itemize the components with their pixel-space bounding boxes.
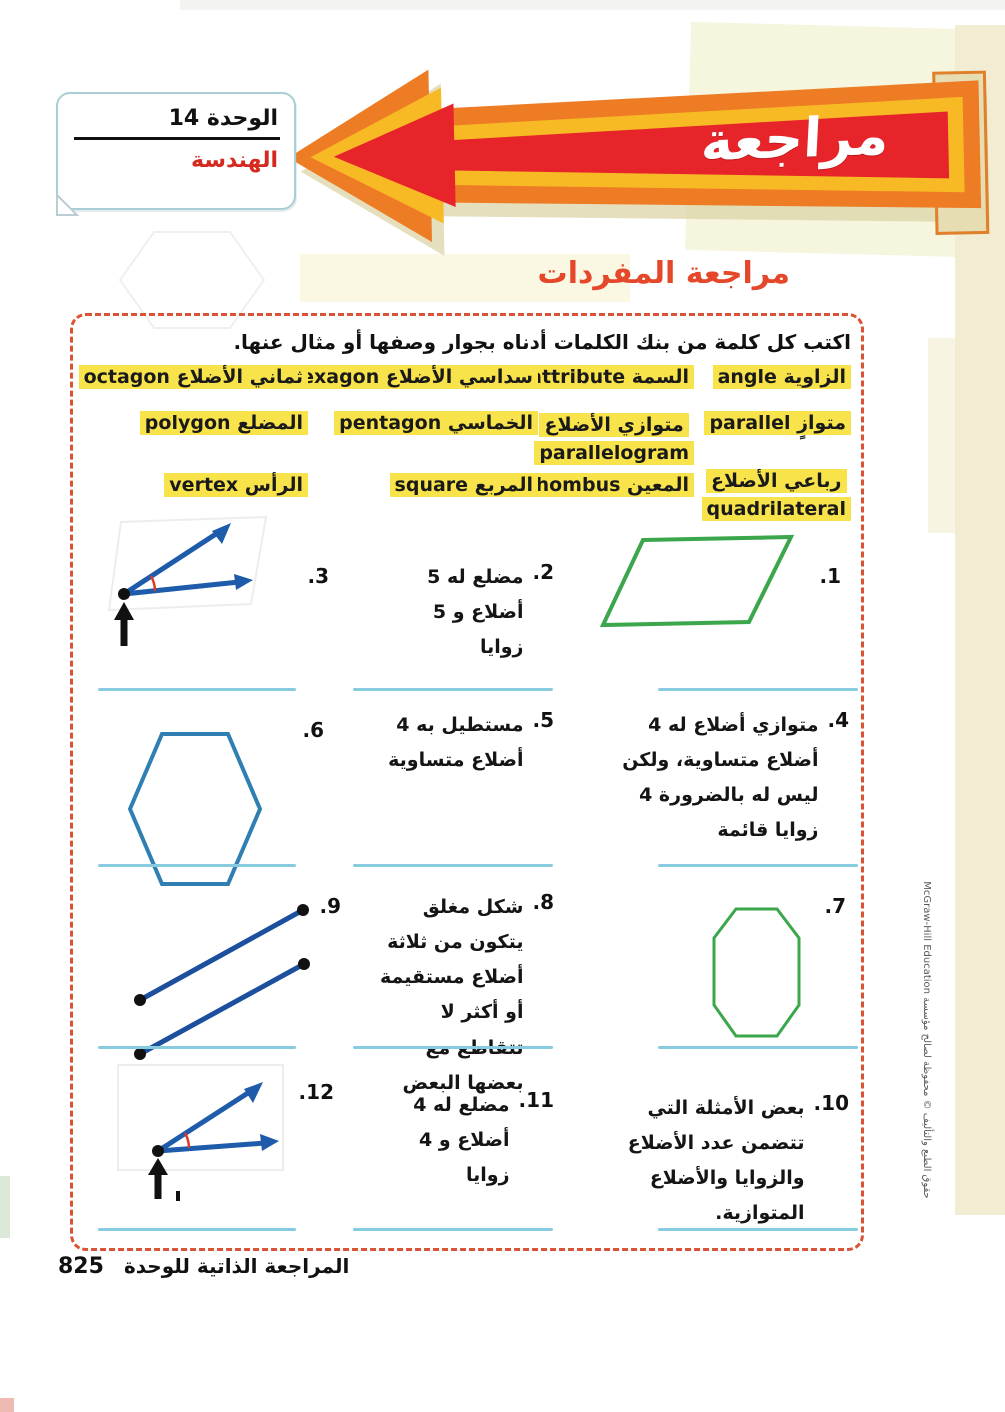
arrow-red-layer (333, 103, 950, 207)
page-edge-strip (928, 338, 958, 533)
answer-line[interactable] (658, 864, 858, 867)
parallel-segments-shape (134, 904, 310, 1060)
answer-line[interactable] (98, 1046, 296, 1049)
footer-label: المراجعة الذاتية للوحدة (123, 1254, 350, 1278)
scan-smudge (0, 1176, 10, 1238)
parallelogram-shape (599, 534, 795, 628)
exercise-number: 12. (298, 1080, 334, 1104)
page-number: 825 (58, 1254, 104, 1279)
exercise-number: 3. (307, 564, 329, 588)
page-fold-corner (56, 192, 80, 216)
exercise-item: 8. شكل مغلق يتكون من ثلاثة أضلاع مستقيمة… (369, 890, 554, 1101)
angle-shape (107, 515, 268, 646)
exercise-number: 8. (532, 890, 554, 914)
answer-line[interactable] (658, 688, 858, 691)
exercise-number: 4. (827, 708, 849, 732)
exercise-number: 9. (319, 894, 341, 918)
word-bank-entry: متوازي الأضلاع parallelogram (534, 412, 694, 467)
stray-mark (176, 1191, 180, 1201)
exercise-item: 5. مستطيل به 4 أضلاع متساوية (379, 708, 554, 778)
word-bank-entry: السمة attribute (524, 365, 694, 389)
copyright-sidebar-text: حقوق الطبع والتأليف © محفوظة لصالح مؤسسة… (921, 881, 932, 1199)
octagon-shape (712, 907, 801, 1038)
answer-line[interactable] (98, 864, 296, 867)
word-bank-entry: الخماسي pentagon (334, 411, 538, 435)
answer-line[interactable] (353, 688, 553, 691)
answer-line[interactable] (98, 1228, 296, 1231)
scan-noise-band (180, 0, 1005, 10)
word-bank-entry: ثماني الأضلاع octagon (78, 365, 308, 389)
word-bank-entry: المضلع polygon (139, 411, 308, 435)
ghost-hexagon-artifact (118, 231, 266, 329)
unit-tab-box: الوحدة 14 الهندسة (56, 92, 296, 216)
word-bank-entry: المربع square (389, 473, 538, 497)
review-banner-title: مراجعة (699, 103, 891, 174)
answer-line[interactable] (658, 1046, 858, 1049)
word-bank-entry: رباعي الأضلاع quadrilateral (701, 468, 851, 523)
exercise-text: بعض الأمثلة التي تتضمن عدد الأضلاع والزو… (627, 1097, 805, 1225)
answer-line[interactable] (353, 864, 553, 867)
scan-smudge (0, 1398, 14, 1412)
word-bank-entry: متوازٍ parallel (704, 411, 851, 435)
word-bank-entry: الرأس vertex (164, 473, 308, 497)
exercise-item: 10. بعض الأمثلة التي تتضمن عدد الأضلاع و… (599, 1091, 849, 1232)
exercise-text: مضلع له 5 أضلاع و 5 زوايا (427, 566, 524, 659)
word-bank-entry: سداسي الأضلاع hexagon (282, 365, 538, 389)
hexagon-shape (127, 732, 263, 886)
exercise-number: 10. (813, 1091, 849, 1115)
exercise-number: 11. (518, 1088, 554, 1112)
exercise-text: شكل مغلق يتكون من ثلاثة أضلاع مستقيمة أو… (380, 896, 524, 1094)
answer-line[interactable] (98, 688, 296, 691)
review-arrow-banner (288, 69, 990, 256)
exercise-text: مستطيل به 4 أضلاع متساوية (388, 714, 524, 772)
answer-line[interactable] (658, 1228, 858, 1231)
exercise-item: 4. متوازي أضلاع له 4 أضلاع متساوية، ولكن… (597, 708, 849, 849)
word-bank-entry: المعين rhombus (521, 473, 694, 497)
unit-label: الوحدة 14 (168, 106, 278, 131)
instruction-text: اكتب كل كلمة من بنك الكلمات أدناه بجوار … (233, 330, 851, 354)
exercise-number: 5. (532, 708, 554, 732)
unit-subject-label: الهندسة (191, 148, 278, 173)
unit-underline (74, 137, 280, 140)
highlighter-wash (300, 254, 630, 302)
vocab-review-box: اكتب كل كلمة من بنك الكلمات أدناه بجوار … (70, 313, 864, 1251)
page-footer: 825 المراجعة الذاتية للوحدة (58, 1254, 349, 1279)
section-title: مراجعة المفردات (537, 256, 790, 291)
exercise-text: مضلع له 4 أضلاع و 4 زوايا (413, 1094, 510, 1187)
exercise-item: 11. مضلع له 4 أضلاع و 4 زوايا (394, 1088, 554, 1193)
exercise-number: 6. (302, 718, 324, 742)
word-bank-entry: الزاوية angle (712, 365, 851, 389)
answer-line[interactable] (353, 1046, 553, 1049)
exercise-number: 2. (532, 560, 554, 584)
exercise-text: متوازي أضلاع له 4 أضلاع متساوية، ولكن لي… (622, 714, 819, 842)
exercise-number: 1. (819, 564, 841, 588)
angle-shape (117, 1064, 284, 1201)
exercise-item: 2. مضلع له 5 أضلاع و 5 زوايا (394, 560, 554, 665)
answer-line[interactable] (353, 1228, 553, 1231)
exercise-number: 7. (824, 894, 846, 918)
